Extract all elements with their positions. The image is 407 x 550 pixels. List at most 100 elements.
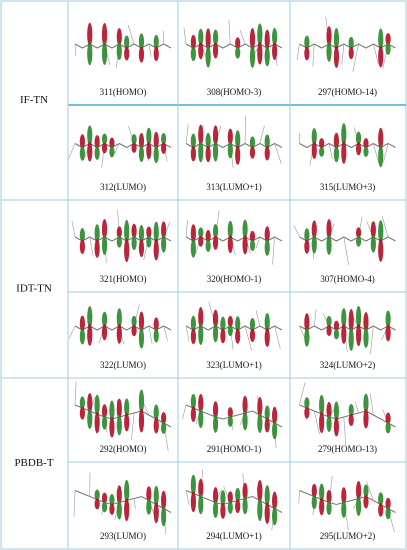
lobe	[190, 133, 196, 150]
lobe	[333, 145, 340, 163]
lobe	[227, 501, 233, 514]
lobe	[124, 479, 130, 503]
side-chain	[274, 325, 281, 349]
lobe	[227, 141, 233, 159]
side-chain	[148, 325, 153, 345]
lobe	[146, 226, 152, 239]
lobe	[326, 26, 332, 46]
orbital-image	[299, 305, 396, 355]
lobe	[304, 35, 310, 50]
lobe	[272, 421, 278, 440]
lobe	[304, 239, 310, 254]
lobe	[333, 401, 340, 421]
lobe	[109, 137, 115, 149]
lobe	[227, 128, 233, 146]
lobe	[355, 323, 362, 347]
lobe	[212, 141, 219, 162]
lobe	[138, 33, 145, 50]
lobe	[161, 506, 167, 527]
lobe	[198, 394, 204, 413]
orbital-image	[68, 125, 172, 168]
lobe	[235, 328, 241, 344]
lobe	[319, 394, 325, 417]
lobe	[326, 402, 332, 419]
lobe	[235, 487, 241, 502]
lobe	[326, 489, 332, 504]
orbital-image	[185, 210, 283, 265]
lobe	[264, 502, 270, 524]
lobe	[249, 146, 256, 159]
lobe	[249, 28, 256, 51]
lobe	[272, 506, 278, 526]
lobe	[348, 309, 354, 333]
orbital-image	[293, 215, 396, 265]
lobe	[146, 235, 152, 248]
lobe	[190, 239, 196, 258]
lobe	[153, 221, 159, 244]
orbital-caption: 295(LUMO+2)	[320, 531, 376, 541]
lobe	[153, 328, 159, 343]
lobe	[131, 134, 137, 145]
lobe	[153, 131, 159, 150]
side-chain	[298, 490, 300, 504]
lobe	[161, 221, 167, 239]
lobe	[311, 128, 317, 146]
lobe	[198, 409, 204, 428]
side-chain	[259, 125, 265, 144]
lobe	[304, 397, 310, 410]
lobe	[138, 311, 145, 333]
lobe	[131, 142, 137, 153]
orbital-caption: 291(HOMO-1)	[207, 444, 262, 454]
lobe	[242, 219, 248, 239]
lobe	[242, 411, 248, 431]
orbital-image	[71, 209, 172, 263]
lobe	[198, 494, 204, 515]
group-label: IDT-TN	[16, 283, 52, 295]
lobe	[161, 132, 167, 145]
lobe	[264, 146, 270, 161]
lobe	[264, 405, 270, 421]
group-label: PBDB-T	[14, 457, 53, 469]
orbital-caption: 324(LUMO+2)	[320, 360, 376, 370]
lobe	[333, 28, 340, 51]
lobe	[101, 22, 108, 47]
side-chain	[299, 381, 306, 406]
lobe	[227, 415, 233, 427]
lobe	[131, 324, 137, 337]
lobe	[153, 485, 159, 507]
lobe	[79, 227, 85, 243]
lobe	[101, 415, 108, 430]
lobe	[161, 235, 167, 253]
lobe	[385, 507, 391, 520]
orbital-caption: 308(HOMO-3)	[207, 87, 262, 97]
lobe	[116, 414, 122, 436]
lobe	[153, 404, 159, 421]
lobe	[363, 328, 369, 348]
lobe	[79, 328, 85, 345]
lobe	[79, 396, 85, 410]
lobe	[109, 400, 115, 422]
side-chain	[296, 43, 300, 61]
lobe	[311, 483, 317, 498]
lobe	[257, 23, 263, 47]
lobe	[227, 220, 233, 239]
orbital-image	[185, 469, 283, 531]
lobe	[264, 226, 270, 243]
lobe	[355, 305, 362, 329]
lobe	[116, 485, 122, 505]
side-chain	[354, 401, 359, 414]
side-chain	[114, 143, 120, 154]
lobe	[212, 500, 219, 518]
side-chain	[68, 325, 76, 339]
lobe	[235, 130, 241, 150]
lobe	[161, 490, 167, 511]
lobe	[205, 145, 211, 163]
lobe	[190, 491, 196, 513]
lobe	[319, 138, 325, 149]
lobe	[333, 328, 340, 340]
orbital-image	[68, 303, 172, 349]
lobe	[348, 46, 354, 60]
orbital-image	[299, 123, 396, 168]
orbital-caption: 307(HOMO-4)	[320, 274, 375, 284]
side-chain	[163, 325, 168, 341]
